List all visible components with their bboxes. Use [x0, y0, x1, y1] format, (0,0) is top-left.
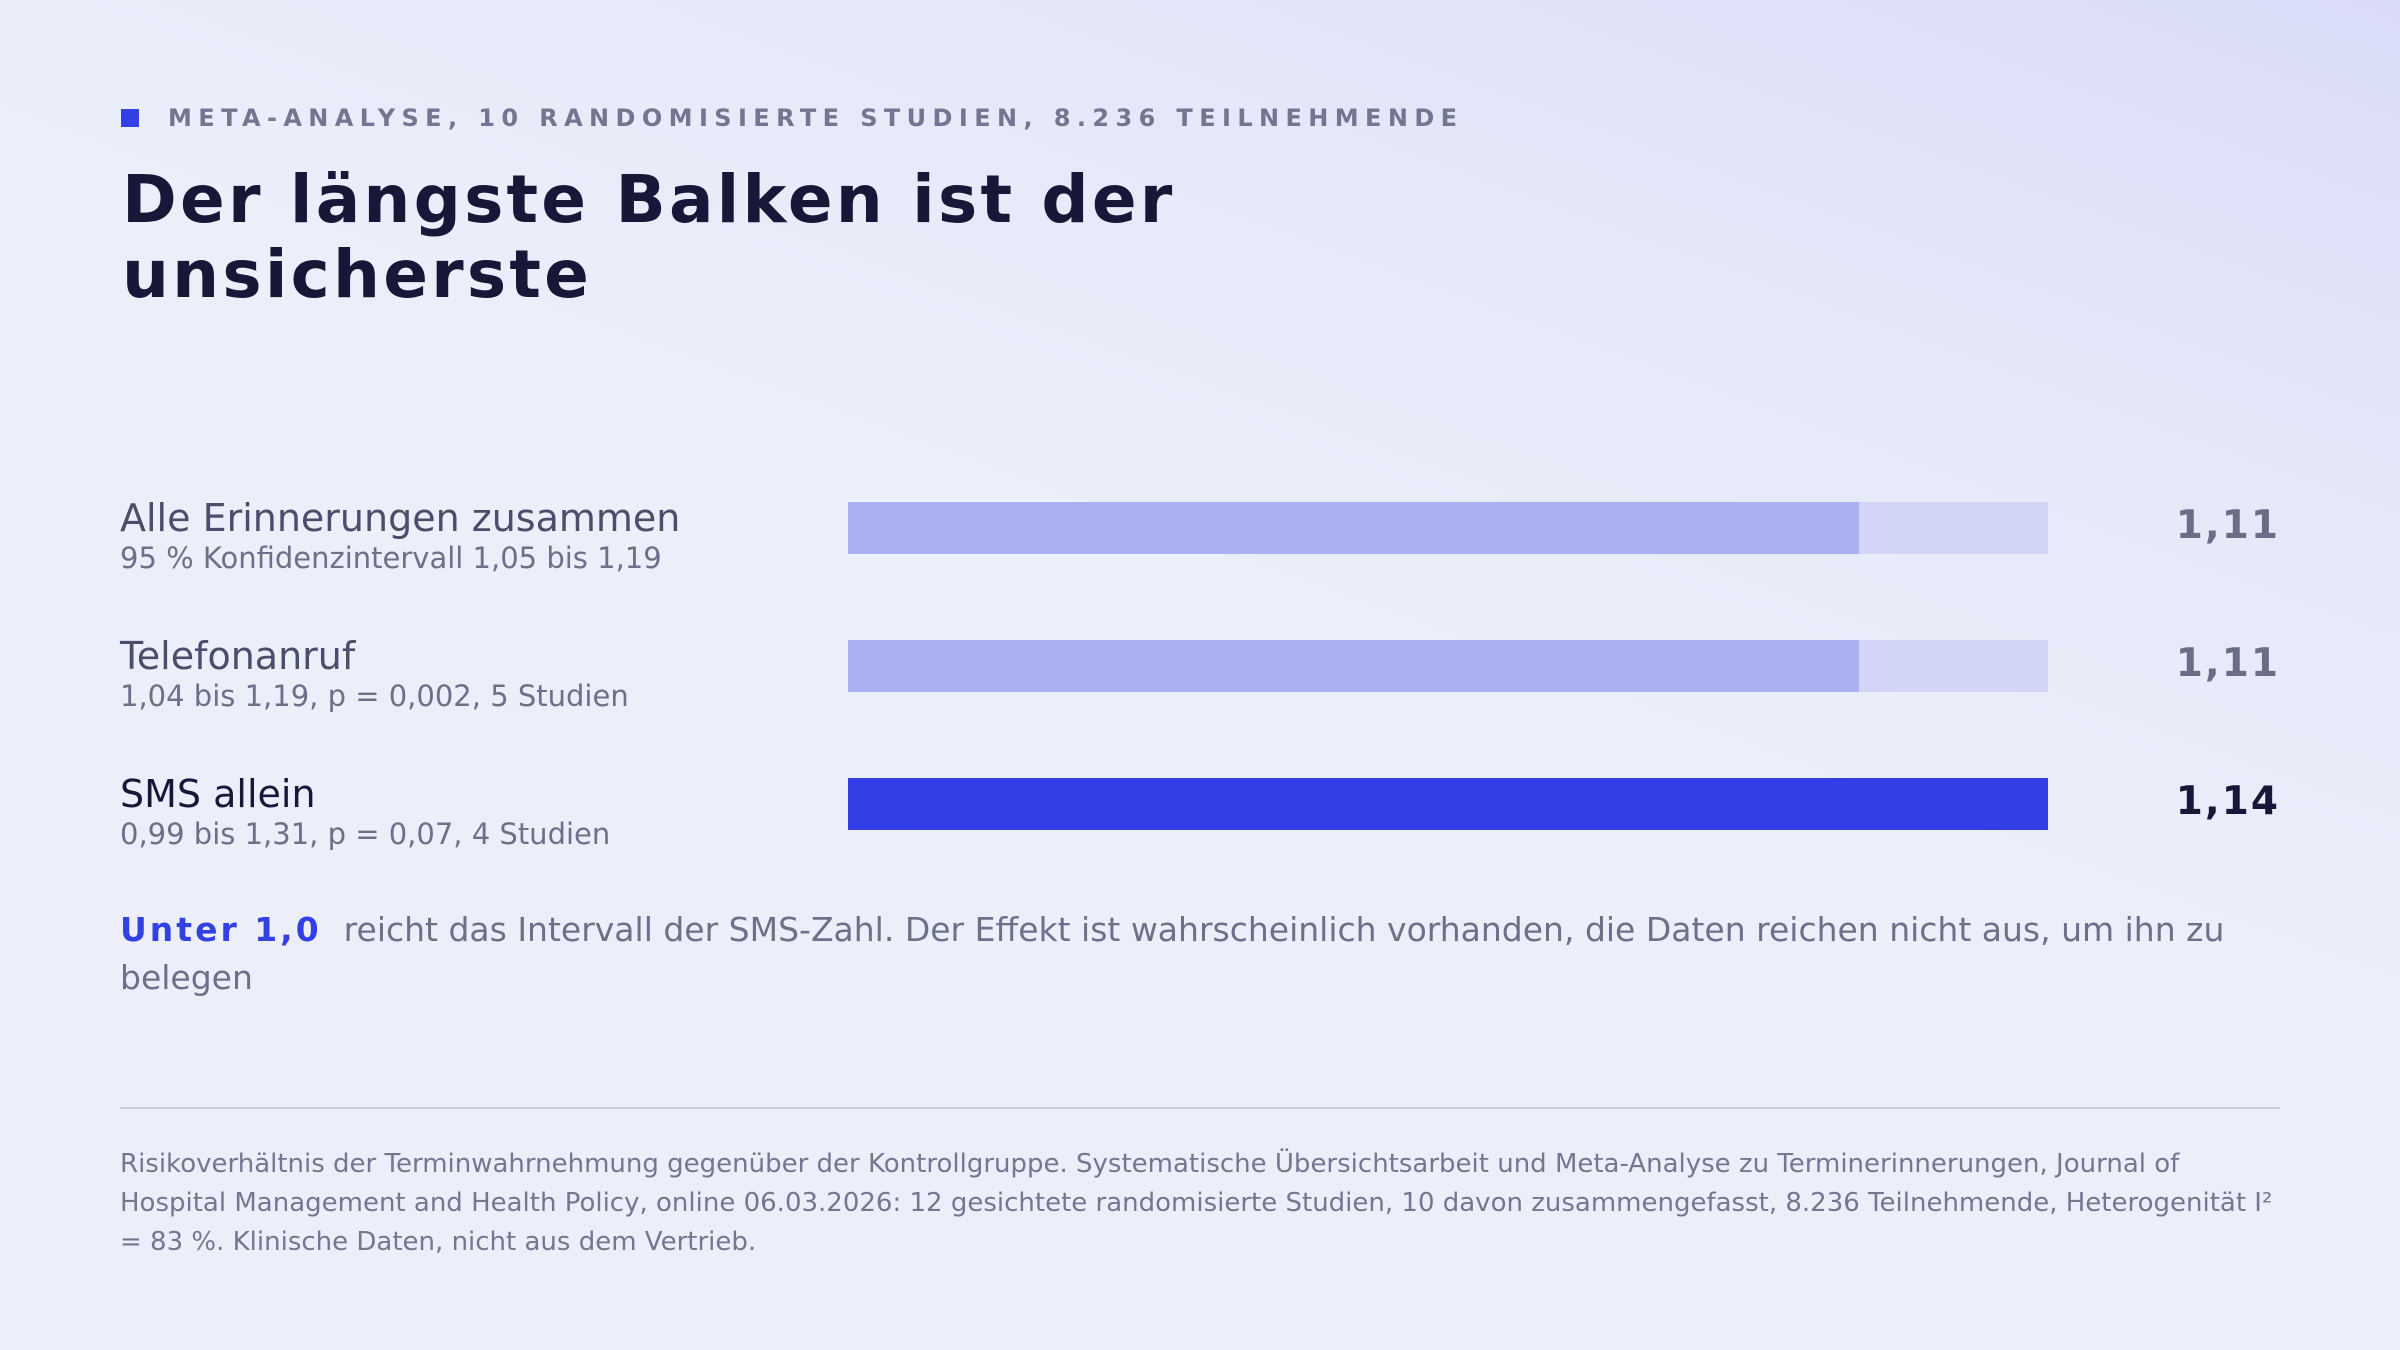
bar-label: Telefonanruf [120, 634, 356, 678]
bar-track [848, 502, 2048, 554]
bar-value-label: 1,11 [2175, 641, 2280, 686]
bar-sublabel: 0,99 bis 1,31, p = 0,07, 4 Studien [120, 817, 611, 851]
source-footnote: Risikoverhältnis der Terminwahrnehmung g… [120, 1149, 2273, 1257]
bar [848, 778, 2048, 830]
annotation-note: Unter 1,0 reicht das Intervall der SMS-Za… [120, 906, 2280, 1002]
bar [848, 502, 1859, 554]
bar-sublabel: 1,04 bis 1,19, p = 0,002, 5 Studien [120, 679, 629, 713]
bar-value-label: 1,14 [2175, 779, 2280, 824]
bar-track [848, 778, 2048, 830]
note-text: reicht das Intervall der SMS-Zahl. Der E… [120, 910, 2225, 997]
bar-label: Alle Erinnerungen zusammen [120, 496, 681, 540]
bar-label: SMS allein [120, 772, 316, 816]
kicker: META-ANALYSE, 10 RANDOMISIERTE STUDIEN, … [121, 104, 1463, 132]
bar-track [848, 640, 2048, 692]
note-lead: Unter 1,0 [120, 910, 322, 949]
bar-value-label: 1,11 [2175, 503, 2280, 548]
divider [120, 1107, 2280, 1109]
bar-sublabel: 95 % Konfidenzintervall 1,05 bis 1,19 [120, 541, 662, 575]
bar [848, 640, 1859, 692]
kicker-text: META-ANALYSE, 10 RANDOMISIERTE STUDIEN, … [168, 104, 1464, 132]
page-title: Der längste Balken ist der unsicherste [122, 161, 1176, 313]
accent-square-icon [121, 109, 139, 127]
